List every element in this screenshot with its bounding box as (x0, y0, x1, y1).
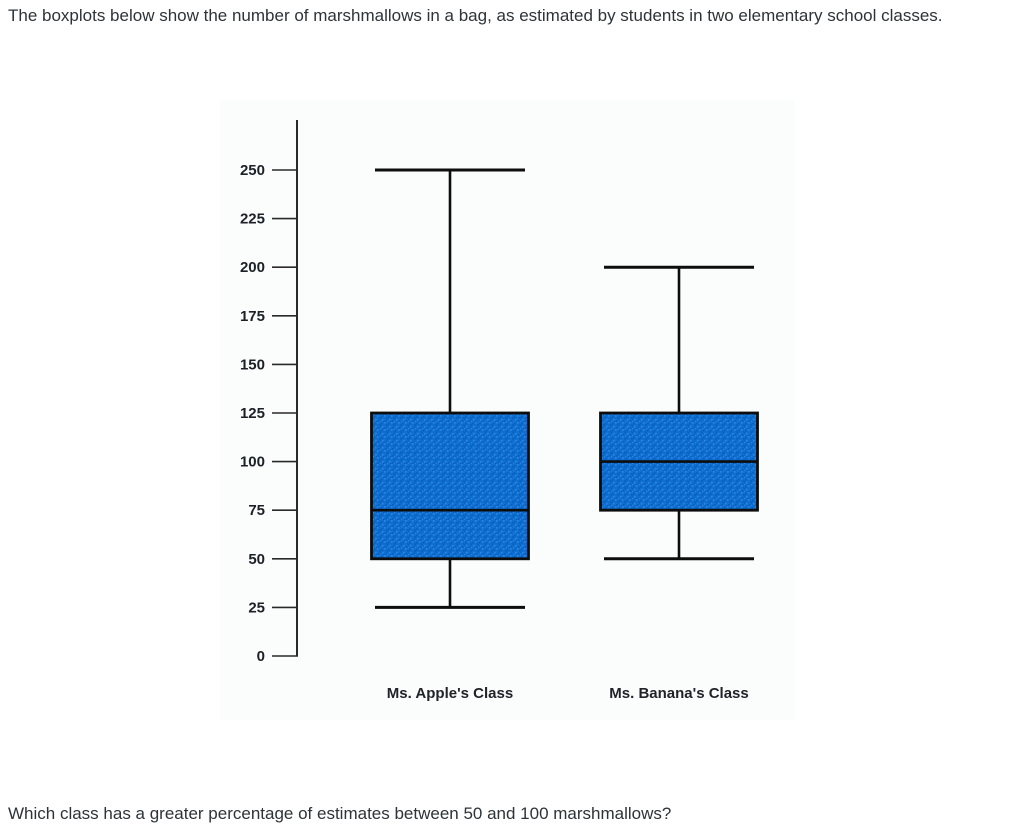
iqr-box-apple (370, 411, 530, 561)
y-axis-tick-label: 25 (248, 599, 265, 616)
boxplot-figure: 0 25 50 75 100 125 150 175 200 225 250 Ms. Apple's … (220, 100, 795, 720)
y-axis-tick-label: 250 (240, 162, 265, 179)
question-text: Which class has a greater percentage of … (8, 804, 672, 823)
category-label-banana: Ms. Banana's Class (609, 685, 748, 702)
intro-text: The boxplots below show the number of ma… (8, 6, 943, 25)
y-axis-tick-label: 0 (257, 648, 265, 665)
y-axis-tick-label: 175 (240, 308, 265, 325)
boxplot-chart: 0 25 50 75 100 125 150 175 200 225 250 Ms. Apple's … (240, 120, 759, 702)
y-axis-tick-label: 200 (240, 259, 265, 276)
y-axis-tick-label: 50 (248, 551, 265, 568)
y-axis-tick-label: 100 (240, 454, 265, 471)
y-axis-tick-label: 150 (240, 356, 265, 373)
y-axis-tick-label: 225 (240, 211, 265, 228)
y-axis-tick-label: 75 (248, 502, 265, 519)
category-label-apple: Ms. Apple's Class (387, 685, 513, 702)
y-axis-tick-label: 125 (240, 405, 265, 422)
